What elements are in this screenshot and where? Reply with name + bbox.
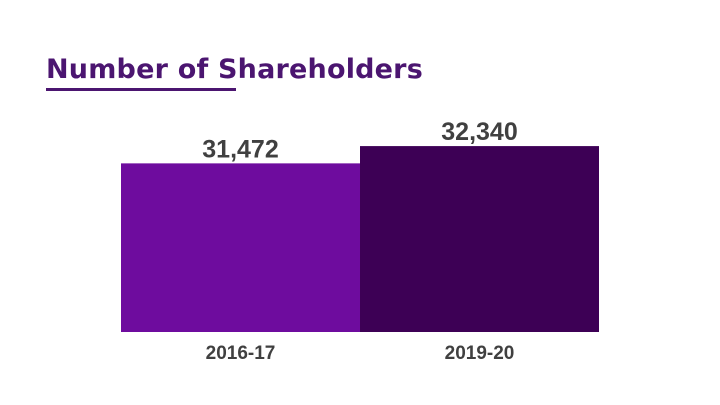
chart-title: Number of Shareholders xyxy=(46,54,423,85)
bar-2019-20 xyxy=(360,146,599,332)
value-labels-group: 31,472 32,340 xyxy=(202,118,517,163)
bars-group xyxy=(121,146,599,332)
x-tick-label-2019-20: 2019-20 xyxy=(445,343,515,364)
tick-labels-group: 2016-17 2019-20 xyxy=(206,343,515,364)
x-tick-label-2016-17: 2016-17 xyxy=(206,343,276,364)
bar-2016-17 xyxy=(121,163,360,332)
title-underline xyxy=(46,88,236,91)
value-label-2019-20: 32,340 xyxy=(441,118,517,146)
value-label-2016-17: 31,472 xyxy=(202,135,278,163)
